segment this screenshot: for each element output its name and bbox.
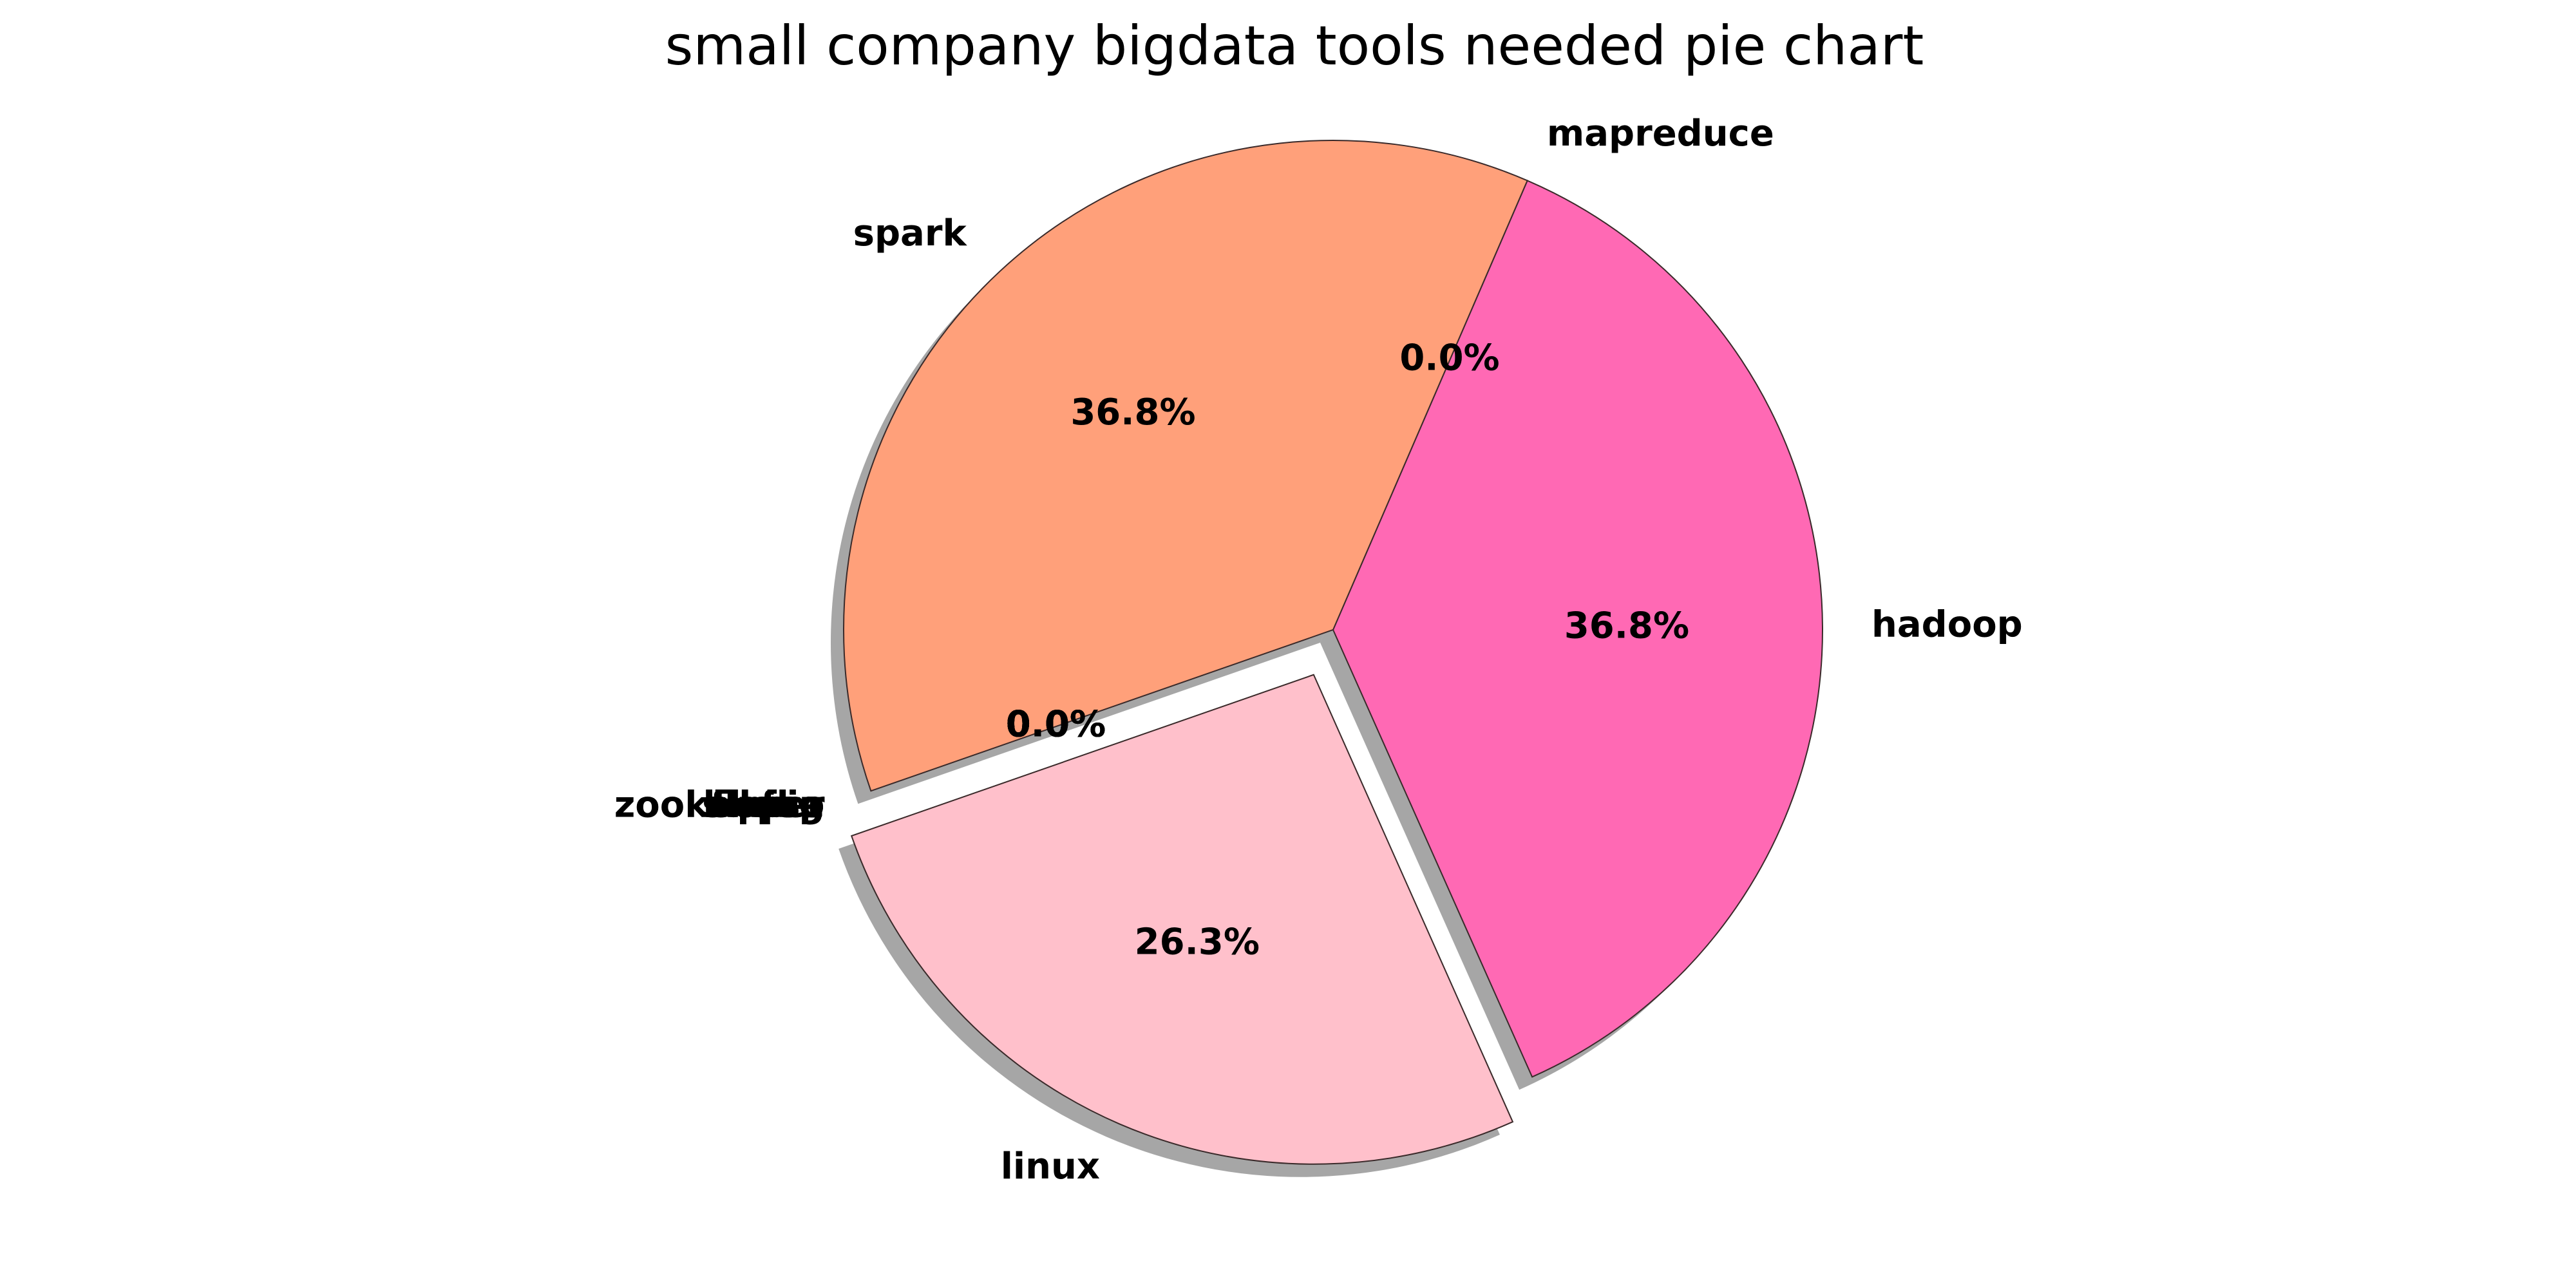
slice-percent-spark: 36.8% xyxy=(1070,392,1195,433)
slice-label-spark: spark xyxy=(853,213,968,254)
slice-label-sqoop: sqoop xyxy=(702,784,824,826)
slice-percent-hbase: 0.0% xyxy=(1006,703,1106,745)
slice-percent-hive: 0.0% xyxy=(1006,703,1106,745)
slice-percent-flume: 0.0% xyxy=(1006,703,1106,745)
slice-percent-hadoop: 36.8% xyxy=(1564,605,1689,647)
pie-slice-spark xyxy=(843,140,1528,792)
pie-slice-hadoop xyxy=(1332,180,1823,1078)
slice-label-mapreduce: mapreduce xyxy=(1547,113,1774,155)
slice-label-hadoop: hadoop xyxy=(1871,604,2023,646)
pie-slices xyxy=(843,140,1823,1165)
slice-label-flume: flume xyxy=(710,784,825,826)
slice-label-linux: linux xyxy=(1001,1146,1100,1187)
slice-label-hbase: hbase xyxy=(703,784,825,826)
slice-percent-linux: 26.3% xyxy=(1135,921,1260,963)
slice-label-pig: pig xyxy=(761,784,824,826)
slice-label-hive: hive xyxy=(739,784,825,826)
slice-percent-sqoop: 0.0% xyxy=(1006,703,1106,745)
slice-labels: hadoop 36.8% mapreduce 0.0% spark 36.8% hbase 0… xyxy=(614,113,2023,1187)
slice-percent-mapreduce: 0.0% xyxy=(1399,337,1499,379)
slice-label-kafka: kafka xyxy=(712,784,824,826)
slice-label-zookeeper: zookeeper xyxy=(614,784,825,826)
slice-percent-kafka: 0.0% xyxy=(1006,703,1106,745)
slice-percent-zookeeper: 0.0% xyxy=(1006,703,1106,745)
pie-slice-linux xyxy=(850,674,1514,1165)
slice-percent-pig: 0.0% xyxy=(1006,703,1106,745)
chart-title: small company bigdata tools needed pie c… xyxy=(665,14,1924,77)
